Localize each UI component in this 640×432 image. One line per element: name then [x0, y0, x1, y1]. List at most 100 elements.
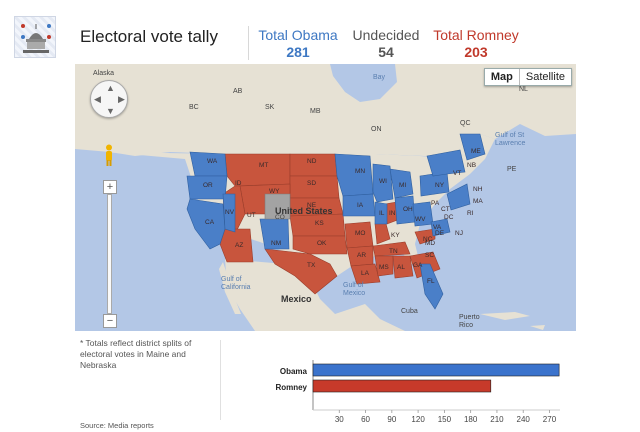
state-label-dc: DC: [444, 214, 454, 221]
pan-left-icon[interactable]: ◀: [94, 94, 101, 104]
zoom-out-button[interactable]: −: [103, 314, 117, 328]
map-label-bay: Bay: [373, 74, 386, 81]
map-label-nl: NL: [519, 86, 528, 93]
x-tick-label: 90: [387, 415, 396, 424]
pan-right-icon[interactable]: ▶: [118, 94, 125, 104]
pan-control[interactable]: ▲ ▼ ◀ ▶: [90, 80, 128, 118]
state-label-ri: RI: [467, 210, 474, 217]
map-canvas[interactable]: [75, 64, 576, 331]
electoral-bar-chart: Obama Romney 30 60 90 120 150 180 210 240 270: [275, 360, 560, 424]
state-label-nm: NM: [271, 240, 282, 247]
state-label-pa: PA: [431, 200, 440, 207]
map-type-control: Map Satellite: [483, 68, 572, 86]
state-label-ok: OK: [317, 240, 327, 247]
state-label-wy: WY: [269, 188, 280, 195]
total-undecided-value: 54: [378, 44, 394, 60]
pan-up-icon[interactable]: ▲: [106, 83, 115, 93]
map-label-gulf-california: Gulf of California: [221, 276, 251, 291]
x-tick-label: 180: [464, 415, 478, 424]
x-tick-label: 210: [490, 415, 504, 424]
map-label-cuba: Cuba: [401, 308, 418, 315]
bar-romney: [312, 379, 492, 393]
x-tick-label: 150: [438, 415, 452, 424]
state-label-wv: WV: [415, 216, 426, 223]
state-label-vt: VT: [453, 170, 462, 177]
state-label-de: DE: [435, 230, 445, 237]
header-divider: [248, 26, 249, 60]
state-label-ar: AR: [357, 252, 367, 259]
state-label-nh: NH: [473, 186, 483, 193]
pan-down-icon[interactable]: ▼: [106, 106, 115, 116]
total-romney: Total Romney 203: [430, 27, 522, 61]
bar-label-obama: Obama: [280, 367, 308, 376]
total-undecided: Undecided 54: [346, 27, 426, 61]
map-view-button[interactable]: Map: [485, 69, 520, 85]
state-label-nj: NJ: [455, 230, 463, 237]
map-label-puerto-rico: Puerto Rico: [459, 314, 480, 329]
capitol-icon: [21, 24, 51, 53]
electoral-map[interactable]: Alaska AB SK MB BC NL ON QC Gulf of St L…: [75, 64, 576, 331]
map-label-qc: QC: [460, 120, 471, 127]
map-label-gulf-st-lawrence: Gulf of St Lawrence: [495, 132, 526, 147]
state-label-mn: MN: [355, 168, 366, 175]
bar-obama: [312, 363, 560, 377]
x-tick-label: 60: [361, 415, 370, 424]
map-label-ab: AB: [233, 88, 243, 95]
state-label-va: VA: [433, 224, 442, 231]
x-tick-label: 240: [517, 415, 531, 424]
state-label-fl: FL: [427, 278, 435, 285]
state-label-nv: NV: [225, 209, 235, 216]
street-view-pegman-icon[interactable]: [104, 144, 114, 166]
state-label-md: MD: [425, 240, 436, 247]
state-label-id: ID: [235, 180, 242, 187]
page-title: Electoral vote tally: [80, 27, 218, 46]
map-label-pe: PE: [507, 166, 517, 173]
x-tick-label: 30: [335, 415, 344, 424]
map-label-alaska: Alaska: [93, 70, 115, 77]
map-label-on: ON: [371, 126, 382, 133]
state-label-mo: MO: [355, 230, 366, 237]
capitol-logo: [14, 16, 56, 58]
state-label-me: ME: [471, 148, 481, 155]
state-label-wa: WA: [207, 158, 218, 165]
state-label-ne: NE: [307, 202, 317, 209]
zoom-in-button[interactable]: +: [103, 180, 117, 194]
map-label-united-states: United States: [275, 206, 333, 216]
state-label-tx: TX: [307, 262, 316, 269]
map-label-gulf-mexico: Gulf of Mexico: [343, 282, 366, 297]
state-label-nc: NC: [423, 236, 433, 243]
state-label-nb: NB: [467, 162, 477, 169]
state-label-ky: KY: [391, 232, 400, 239]
state-label-ga: GA: [413, 262, 423, 269]
total-romney-label: Total Romney: [433, 27, 519, 43]
bar-label-romney: Romney: [275, 383, 307, 392]
total-romney-value: 203: [464, 44, 488, 60]
state-label-ks: KS: [315, 220, 324, 227]
map-label-mb: MB: [310, 108, 321, 115]
total-obama: Total Obama 281: [258, 27, 338, 61]
state-label-wi: WI: [379, 178, 387, 185]
state-label-oh: OH: [403, 206, 413, 213]
district-note: * Totals reflect district splits of elec…: [80, 338, 192, 370]
state-label-or: OR: [203, 182, 213, 189]
state-label-ca: CA: [205, 219, 215, 226]
satellite-view-button[interactable]: Satellite: [525, 71, 565, 83]
state-label-mi: MI: [399, 182, 407, 189]
state-label-sd: SD: [307, 180, 317, 187]
source-note: Source: Media reports: [80, 421, 154, 430]
map-label-mexico: Mexico: [281, 294, 312, 304]
state-label-in: IN: [389, 210, 396, 217]
state-label-nd: ND: [307, 158, 317, 165]
total-obama-label: Total Obama: [258, 27, 338, 43]
footer-divider: [220, 340, 221, 420]
state-label-mt: MT: [259, 162, 269, 169]
zoom-slider-track[interactable]: [107, 194, 112, 314]
state-label-ms: MS: [379, 264, 389, 271]
x-tick-label: 270: [543, 415, 557, 424]
state-label-az: AZ: [235, 242, 244, 249]
map-label-sk: SK: [265, 104, 275, 111]
state-label-la: LA: [361, 270, 369, 277]
total-undecided-label: Undecided: [352, 27, 420, 43]
state-label-ny: NY: [435, 182, 445, 189]
x-tick-label: 120: [411, 415, 425, 424]
